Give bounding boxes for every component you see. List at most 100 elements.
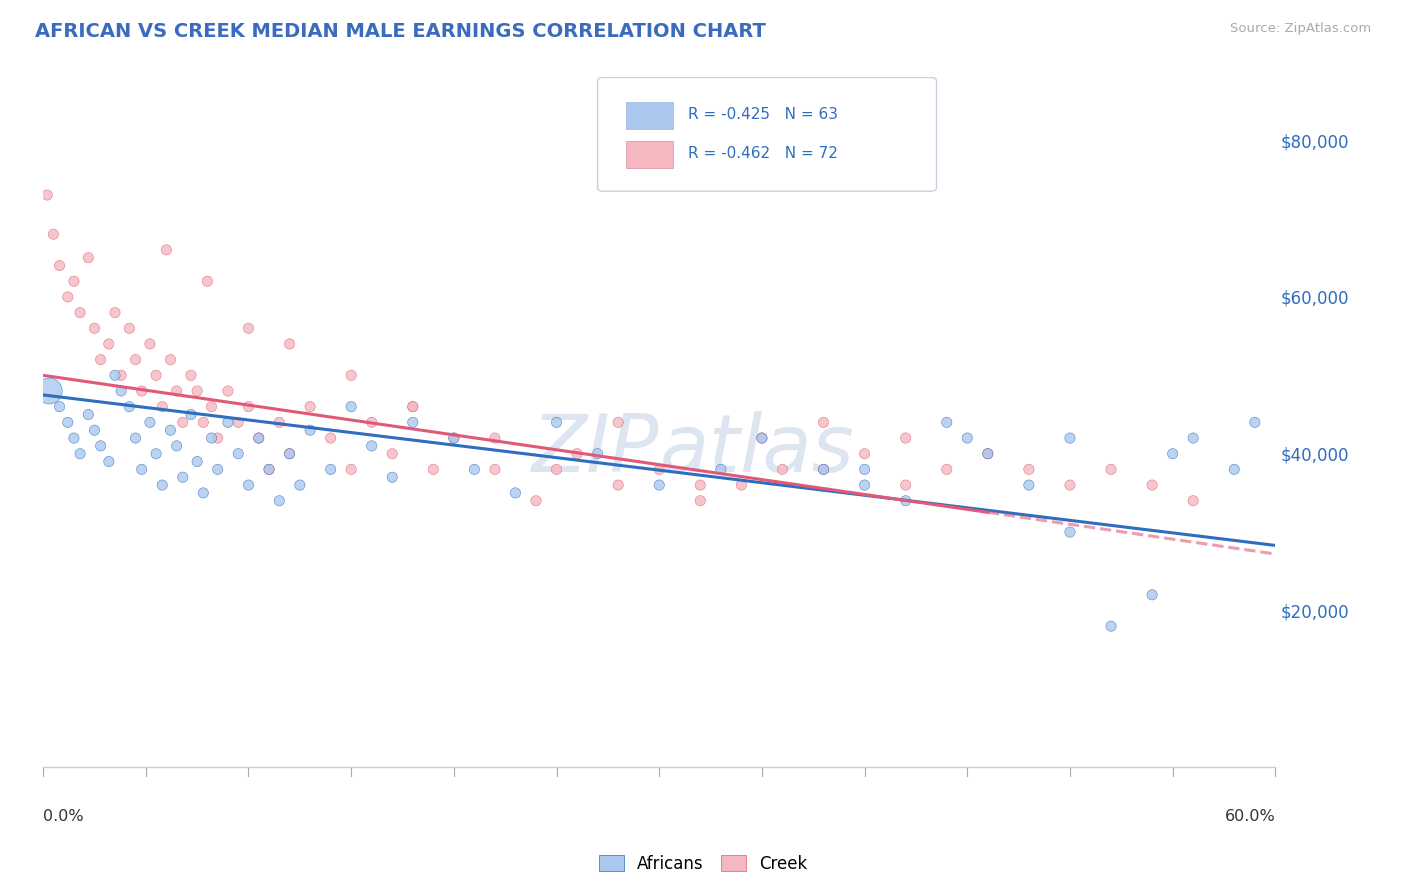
Point <box>104 305 127 319</box>
Point <box>648 478 671 492</box>
Point <box>124 431 146 445</box>
Point <box>118 321 141 335</box>
Point <box>110 368 132 383</box>
Point <box>935 415 957 429</box>
Point <box>340 368 363 383</box>
Point <box>299 400 322 414</box>
Point <box>48 259 70 273</box>
Point <box>607 478 630 492</box>
Point <box>546 415 568 429</box>
Point <box>118 400 141 414</box>
Point <box>607 415 630 429</box>
Point <box>278 447 301 461</box>
Point <box>69 305 91 319</box>
Point <box>710 462 733 476</box>
Point <box>1059 525 1081 540</box>
Point <box>546 462 568 476</box>
Point <box>813 462 835 476</box>
Point <box>131 384 153 398</box>
Point <box>894 478 917 492</box>
Point <box>853 462 876 476</box>
Point <box>1140 478 1163 492</box>
Point <box>90 352 112 367</box>
Point <box>38 384 60 398</box>
Point <box>299 423 322 437</box>
Point <box>269 415 291 429</box>
Point <box>56 415 79 429</box>
Point <box>150 400 173 414</box>
Point <box>730 478 752 492</box>
Point <box>63 274 86 288</box>
Point <box>193 486 215 500</box>
Text: 0.0%: 0.0% <box>44 809 84 823</box>
Point <box>90 439 112 453</box>
Point <box>200 400 222 414</box>
Point <box>257 462 280 476</box>
Point <box>319 462 342 476</box>
Text: AFRICAN VS CREEK MEDIAN MALE EARNINGS CORRELATION CHART: AFRICAN VS CREEK MEDIAN MALE EARNINGS CO… <box>35 22 766 41</box>
Point <box>1243 415 1265 429</box>
Point <box>1099 619 1122 633</box>
Point <box>63 431 86 445</box>
Point <box>1099 462 1122 476</box>
Point <box>172 415 194 429</box>
Point <box>935 462 957 476</box>
Point <box>1182 493 1205 508</box>
Point <box>484 431 506 445</box>
Point <box>422 462 444 476</box>
Point <box>83 423 105 437</box>
Point <box>83 321 105 335</box>
Point <box>131 462 153 476</box>
Point <box>97 337 120 351</box>
Point <box>257 462 280 476</box>
FancyBboxPatch shape <box>626 102 673 129</box>
Point <box>56 290 79 304</box>
Point <box>1059 478 1081 492</box>
Point <box>772 462 794 476</box>
Point <box>110 384 132 398</box>
Point <box>1182 431 1205 445</box>
Point <box>226 447 249 461</box>
Point <box>402 400 425 414</box>
Point <box>77 251 100 265</box>
Point <box>139 415 162 429</box>
Point <box>853 447 876 461</box>
Point <box>197 274 219 288</box>
Point <box>124 352 146 367</box>
Point <box>42 227 65 242</box>
Point <box>565 447 588 461</box>
Point <box>402 400 425 414</box>
Point <box>463 462 485 476</box>
Point <box>145 447 167 461</box>
Point <box>180 408 202 422</box>
Point <box>238 478 260 492</box>
Point <box>751 431 773 445</box>
Point <box>217 415 239 429</box>
Point <box>97 454 120 468</box>
Point <box>586 447 609 461</box>
Text: atlas: atlas <box>659 411 853 489</box>
Point <box>288 478 311 492</box>
Point <box>853 478 876 492</box>
Point <box>956 431 979 445</box>
Point <box>402 415 425 429</box>
Legend: Africans, Creek: Africans, Creek <box>592 848 814 880</box>
Point <box>104 368 127 383</box>
Point <box>381 447 404 461</box>
Point <box>1059 431 1081 445</box>
Text: R = -0.425   N = 63: R = -0.425 N = 63 <box>688 106 838 121</box>
Point <box>278 337 301 351</box>
Point <box>977 447 1000 461</box>
Point <box>238 321 260 335</box>
Point <box>813 415 835 429</box>
Point <box>278 447 301 461</box>
Point <box>193 415 215 429</box>
Point <box>139 337 162 351</box>
Point <box>200 431 222 445</box>
Point <box>977 447 1000 461</box>
Point <box>226 415 249 429</box>
Point <box>360 415 382 429</box>
Point <box>69 447 91 461</box>
Text: R = -0.462   N = 72: R = -0.462 N = 72 <box>688 145 838 161</box>
Point <box>443 431 465 445</box>
